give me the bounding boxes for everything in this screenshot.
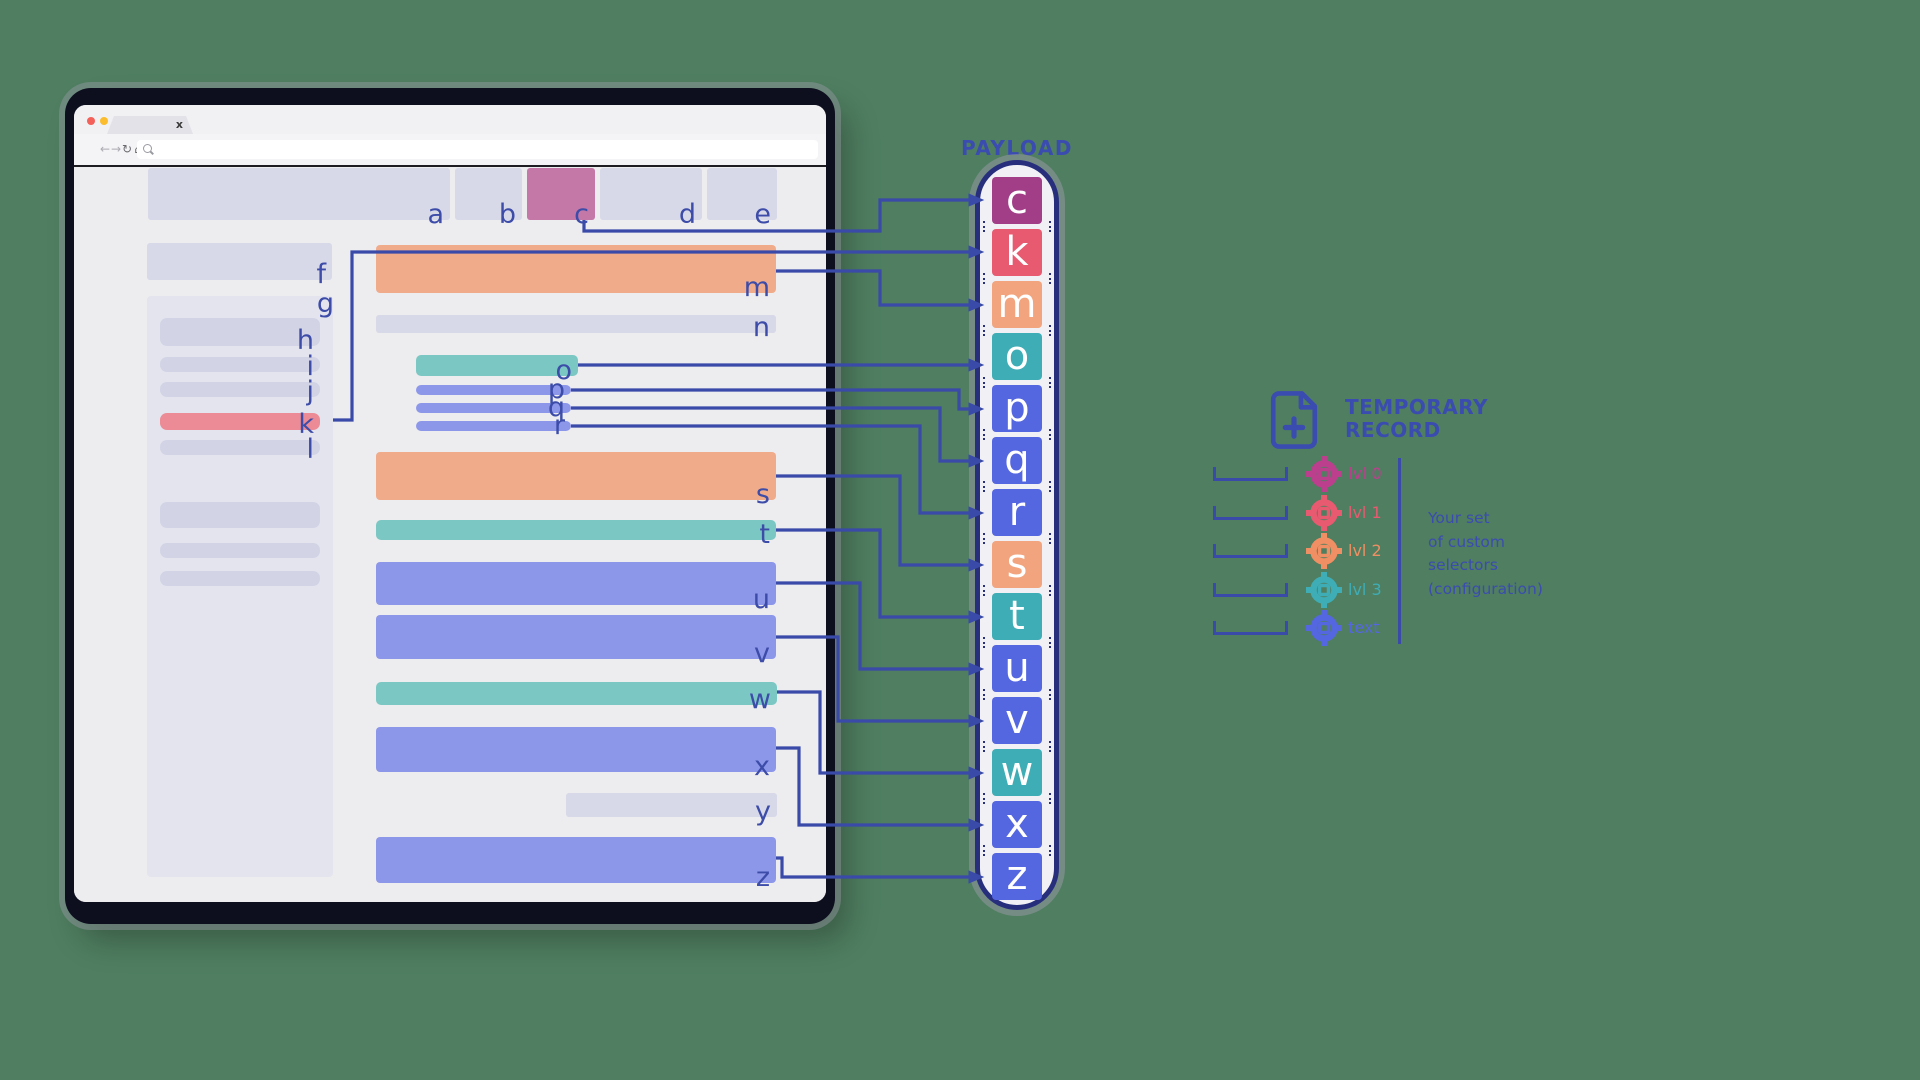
forward-icon[interactable]: →: [110, 142, 122, 156]
legend-note-line: Your set: [1428, 509, 1490, 527]
payload-block-s: s: [983, 533, 1051, 588]
toolbar-divider: [74, 165, 826, 167]
payload-block-m: m: [983, 273, 1051, 328]
payload-block-z: z: [983, 845, 1051, 900]
back-icon[interactable]: ←: [99, 142, 111, 156]
payload-block-v: v: [983, 689, 1051, 744]
legend-note-line: (configuration): [1428, 579, 1543, 598]
legend-bracket-icon: [1213, 621, 1288, 635]
legend-note-line: of custom: [1428, 532, 1505, 551]
selector-target-icon: [1306, 456, 1342, 492]
browser-window: x ←→↻⌂: [65, 88, 835, 924]
selector-target-icon: [1306, 610, 1342, 646]
legend-title-line2: RECORD: [1345, 418, 1441, 442]
close-traffic-light[interactable]: [87, 117, 95, 125]
legend-label-lvl-0: lvl 0: [1348, 464, 1382, 483]
legend-label-lvl-1: lvl 1: [1348, 502, 1382, 522]
legend-label-lvl-3: lvl 3: [1348, 579, 1382, 599]
payload-block-q: q: [983, 429, 1051, 484]
payload-block-k: k: [983, 221, 1051, 276]
selector-target-icon: [1306, 494, 1342, 531]
legend-bracket-icon: [1213, 467, 1288, 481]
legend-bracket-icon: [1213, 505, 1288, 520]
browser-toolbar: ←→↻⌂: [74, 134, 826, 165]
payload-block-x: x: [983, 793, 1051, 848]
legend-title: TEMPORARY RECORD: [1345, 396, 1488, 442]
file-plus-icon: [1270, 391, 1318, 449]
legend-label-lvl-2: lvl 2: [1348, 541, 1382, 560]
legend-bracket-icon: [1213, 544, 1288, 558]
tab-close-icon[interactable]: x: [175, 118, 183, 131]
payload-block-w: w: [983, 741, 1051, 796]
selector-target-icon: [1306, 533, 1342, 569]
payload-block-u: u: [983, 637, 1051, 692]
legend-separator: [1398, 458, 1401, 644]
reload-icon[interactable]: ↻: [121, 142, 133, 156]
payload-block-c: c: [992, 177, 1042, 224]
legend-note-line: selectors: [1428, 556, 1498, 574]
payload-block-t: t: [983, 585, 1051, 640]
selector-target-icon: [1306, 571, 1342, 608]
address-bar[interactable]: [137, 140, 818, 159]
legend-note: Your set of custom selectors (configurat…: [1428, 507, 1543, 601]
payload-block-r: r: [983, 481, 1051, 536]
legend-label-text: text: [1348, 618, 1380, 637]
browser-chrome: x ←→↻⌂: [74, 105, 826, 902]
payload-block-o: o: [983, 325, 1051, 380]
minimize-traffic-light[interactable]: [100, 117, 108, 125]
legend-title-line1: TEMPORARY: [1345, 395, 1489, 419]
page-content-area: [74, 167, 826, 902]
legend-bracket-icon: [1213, 582, 1288, 597]
payload-block-p: p: [983, 377, 1051, 432]
payload-title: PAYLOAD: [961, 136, 1073, 160]
browser-tab[interactable]: x: [107, 116, 193, 134]
browser-titlebar: x: [74, 105, 826, 134]
search-icon: [143, 144, 152, 153]
